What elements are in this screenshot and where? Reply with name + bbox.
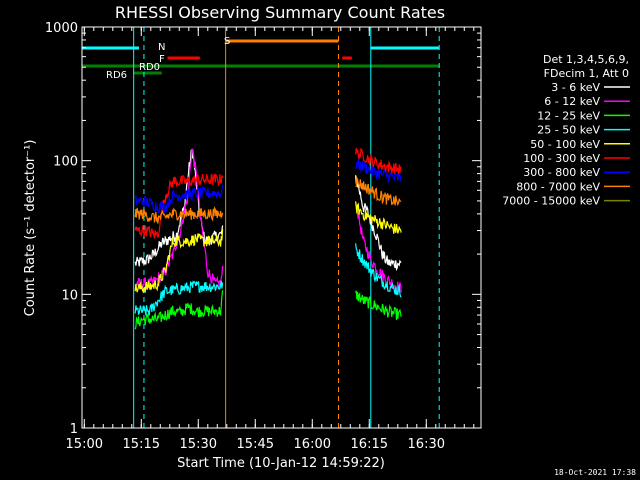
series-line-4 xyxy=(134,280,224,316)
series-line-8 xyxy=(355,175,402,207)
plot-frame xyxy=(81,26,482,429)
x-tick-label: 16:00 xyxy=(294,437,331,452)
legend-header-line-2: FDecim 1, Att 0 xyxy=(544,67,629,80)
legend-label-6: 100 - 300 keV xyxy=(523,152,600,165)
y-tick-label: 1000 xyxy=(45,21,78,36)
legend-label-3: 12 - 25 keV xyxy=(537,109,600,122)
series-line-8 xyxy=(134,206,224,224)
x-tick-label: 16:15 xyxy=(351,437,388,452)
event-lines xyxy=(133,27,440,428)
legend-label-4: 25 - 50 keV xyxy=(537,124,600,137)
series-line-6 xyxy=(355,147,402,175)
x-tick-label: 15:15 xyxy=(123,437,160,452)
series-line-1 xyxy=(355,175,402,272)
legend-label-9: 7000 - 15000 keV xyxy=(502,195,600,208)
series-line-5 xyxy=(134,228,224,294)
series-line-3 xyxy=(355,290,402,320)
legend-label-5: 50 - 100 keV xyxy=(530,138,600,151)
flag-bars xyxy=(82,39,440,75)
legend-label-1: 3 - 6 keV xyxy=(551,81,600,94)
annotation-flare-label: F xyxy=(159,54,165,65)
annotation-rd0-label: RD0 xyxy=(139,62,160,73)
annotation-rd6-label: RD6 xyxy=(106,70,127,81)
x-tick-label: 15:30 xyxy=(180,437,217,452)
y-tick-label: 100 xyxy=(53,155,78,170)
legend: Det 1,3,4,5,6,9, FDecim 1, Att 0 3 - 6 k… xyxy=(502,53,630,208)
x-axis-label: Start Time (10-Jan-12 14:59:22) xyxy=(177,456,385,471)
series-line-6 xyxy=(134,172,224,239)
legend-label-7: 300 - 800 keV xyxy=(523,166,600,179)
x-tick-label: 15:45 xyxy=(237,437,274,452)
legend-label-2: 6 - 12 keV xyxy=(544,95,600,108)
series-line-2 xyxy=(134,148,224,290)
series-line-2 xyxy=(355,201,402,293)
x-tick-label: 16:30 xyxy=(408,437,445,452)
y-tick-label: 10 xyxy=(61,288,78,303)
series-line-7 xyxy=(134,184,224,214)
annotation-saa-label: S xyxy=(224,36,230,47)
series-line-3 xyxy=(134,290,224,330)
x-tick-label: 15:00 xyxy=(66,437,103,452)
y-axis: 1 10 100 1000 xyxy=(45,21,481,437)
annotation-night-label: N xyxy=(158,42,165,53)
chart-title: RHESSI Observing Summary Count Rates xyxy=(115,3,445,22)
series-line-4 xyxy=(355,243,402,298)
footer-date: 18-Oct-2021 17:38 xyxy=(554,468,636,477)
flag-annotations: N F S RD0 RD6 xyxy=(106,36,230,81)
y-axis-label: Count Rate (s⁻¹ detector⁻¹) xyxy=(23,140,38,317)
series-line-5 xyxy=(355,201,402,234)
y-tick-label: 1 xyxy=(70,422,78,437)
series-line-7 xyxy=(355,158,402,184)
legend-header-line-1: Det 1,3,4,5,6,9, xyxy=(543,53,629,66)
legend-label-8: 800 - 7000 keV xyxy=(516,180,600,193)
series-layer xyxy=(134,147,402,330)
x-axis: 15:00 15:15 15:30 15:45 16:00 16:15 16:30 xyxy=(66,27,475,452)
